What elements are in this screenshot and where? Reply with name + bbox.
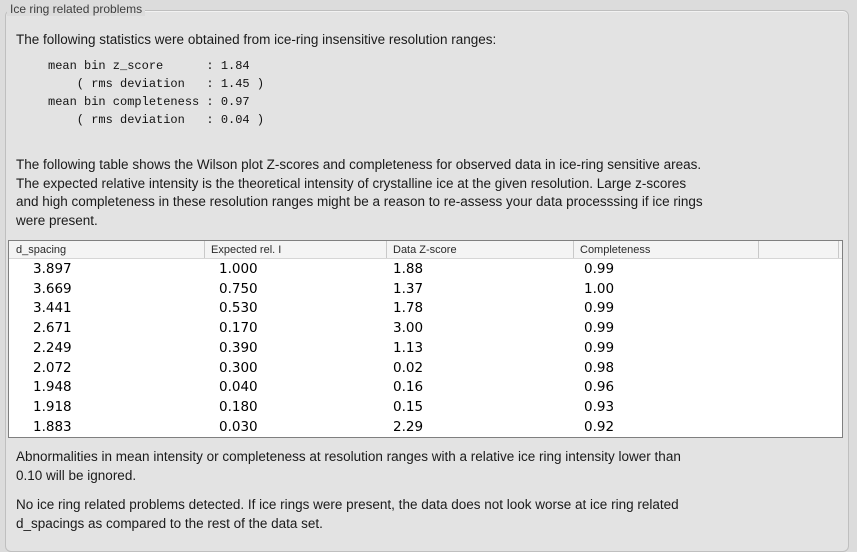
cell-completeness: 0.99: [584, 320, 615, 337]
column-header-d-spacing[interactable]: d_spacing: [16, 243, 67, 256]
cell-data-z-score: 0.15: [393, 399, 424, 416]
cell-completeness: 0.92: [584, 418, 615, 435]
cell-d-spacing: 1.948: [33, 379, 72, 396]
table-description: The following table shows the Wilson plo…: [16, 157, 703, 228]
ice-ring-group-box: The following statistics were obtained f…: [5, 10, 849, 552]
cell-expected-rel-i: 0.180: [219, 399, 258, 416]
cell-data-z-score: 3.00: [393, 320, 424, 337]
table-row[interactable]: 3.669 0.750 1.37 1.00: [9, 278, 842, 299]
cell-d-spacing: 2.249: [33, 339, 72, 356]
table-body: 3.897 1.000 1.88 0.99 3.669 0.750 1.37 1…: [9, 259, 842, 437]
table-row[interactable]: 1.948 0.040 0.16 0.96: [9, 377, 842, 398]
column-header-stub: [838, 241, 845, 258]
cell-completeness: 1.00: [584, 280, 615, 297]
cell-d-spacing: 3.897: [33, 260, 72, 277]
cell-expected-rel-i: 0.300: [219, 359, 258, 376]
cell-d-spacing: 3.441: [33, 300, 72, 317]
ice-ring-table[interactable]: d_spacing Expected rel. I Data Z-score C…: [8, 240, 843, 438]
group-box-title: Ice ring related problems: [7, 2, 146, 16]
cell-d-spacing: 1.883: [33, 418, 72, 435]
table-row[interactable]: 3.897 1.000 1.88 0.99: [9, 259, 842, 279]
cell-completeness: 0.99: [584, 339, 615, 356]
table-row[interactable]: 2.072 0.300 0.02 0.98: [9, 357, 842, 378]
cell-expected-rel-i: 1.000: [219, 260, 258, 277]
table-row[interactable]: 2.249 0.390 1.13 0.99: [9, 338, 842, 358]
cell-expected-rel-i: 0.040: [219, 379, 258, 396]
cell-expected-rel-i: 0.170: [219, 320, 258, 337]
cell-d-spacing: 1.918: [33, 399, 72, 416]
cell-data-z-score: 0.02: [393, 359, 424, 376]
table-row[interactable]: 1.918 0.180 0.15 0.93: [9, 397, 842, 417]
cell-expected-rel-i: 0.390: [219, 339, 258, 356]
stats-block: mean bin z_score : 1.84 ( rms deviation …: [48, 59, 265, 127]
cell-data-z-score: 1.88: [393, 260, 424, 277]
cell-completeness: 0.93: [584, 399, 615, 416]
table-header-row: d_spacing Expected rel. I Data Z-score C…: [9, 241, 842, 259]
conclusion-text: No ice ring related problems detected. I…: [16, 497, 679, 531]
cell-data-z-score: 1.37: [393, 280, 424, 297]
cell-expected-rel-i: 0.030: [219, 418, 258, 435]
cell-d-spacing: 3.669: [33, 280, 72, 297]
cell-d-spacing: 2.671: [33, 320, 72, 337]
cell-expected-rel-i: 0.750: [219, 280, 258, 297]
column-header-empty[interactable]: [758, 241, 838, 258]
column-header-data-z-score[interactable]: Data Z-score: [386, 241, 573, 258]
column-header-expected-rel-i[interactable]: Expected rel. I: [204, 241, 386, 258]
table-row[interactable]: 2.671 0.170 3.00 0.99: [9, 318, 842, 338]
cell-data-z-score: 1.13: [393, 339, 424, 356]
cell-data-z-score: 0.16: [393, 379, 424, 396]
cell-completeness: 0.99: [584, 260, 615, 277]
intro-text: The following statistics were obtained f…: [16, 32, 497, 47]
cell-completeness: 0.96: [584, 379, 615, 396]
cell-completeness: 0.99: [584, 300, 615, 317]
cell-data-z-score: 2.29: [393, 418, 424, 435]
cell-completeness: 0.98: [584, 359, 615, 376]
ignore-note-text: Abnormalities in mean intensity or compl…: [16, 449, 681, 483]
table-row[interactable]: 3.441 0.530 1.78 0.99: [9, 298, 842, 319]
table-row[interactable]: 1.883 0.030 2.29 0.92: [9, 417, 842, 437]
cell-d-spacing: 2.072: [33, 359, 72, 376]
cell-data-z-score: 1.78: [393, 300, 424, 317]
column-header-completeness[interactable]: Completeness: [573, 241, 758, 258]
cell-expected-rel-i: 0.530: [219, 300, 258, 317]
